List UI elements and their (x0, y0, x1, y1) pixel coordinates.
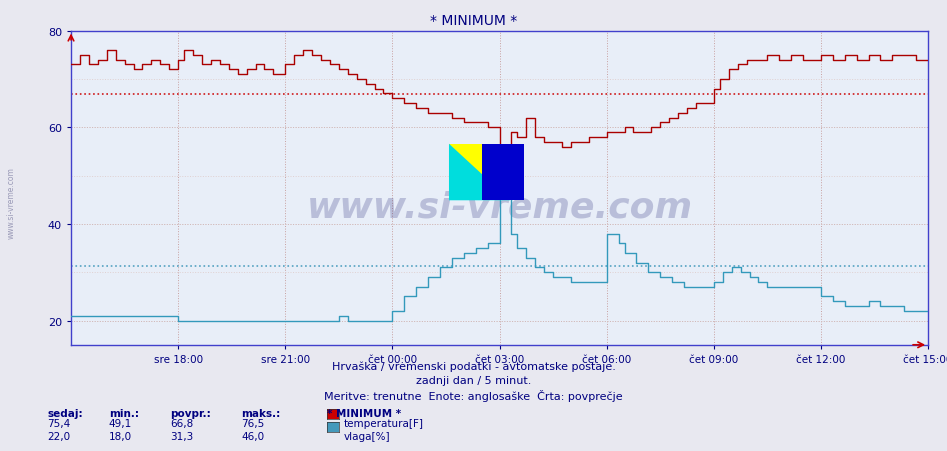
Text: 46,0: 46,0 (241, 431, 264, 441)
Text: min.:: min.: (109, 408, 139, 418)
Text: * MINIMUM *: * MINIMUM * (430, 14, 517, 28)
Text: www.si-vreme.com: www.si-vreme.com (307, 190, 692, 224)
Text: vlaga[%]: vlaga[%] (344, 431, 390, 441)
Text: 18,0: 18,0 (109, 431, 132, 441)
Text: www.si-vreme.com: www.si-vreme.com (7, 167, 16, 239)
Text: povpr.:: povpr.: (170, 408, 211, 418)
Bar (482, 144, 525, 201)
Text: sedaj:: sedaj: (47, 408, 83, 418)
Text: Hrvaška / vremenski podatki - avtomatske postaje.: Hrvaška / vremenski podatki - avtomatske… (331, 361, 616, 371)
Bar (449, 144, 506, 201)
Text: 75,4: 75,4 (47, 418, 71, 428)
Text: 49,1: 49,1 (109, 418, 133, 428)
Text: 31,3: 31,3 (170, 431, 194, 441)
Text: 76,5: 76,5 (241, 418, 265, 428)
Polygon shape (449, 144, 510, 201)
Text: maks.:: maks.: (241, 408, 280, 418)
Text: zadnji dan / 5 minut.: zadnji dan / 5 minut. (416, 375, 531, 385)
Text: 66,8: 66,8 (170, 418, 194, 428)
Text: Meritve: trenutne  Enote: anglosaške  Črta: povprečje: Meritve: trenutne Enote: anglosaške Črta… (324, 389, 623, 401)
Text: temperatura[F]: temperatura[F] (344, 418, 423, 428)
Text: * MINIMUM *: * MINIMUM * (327, 408, 401, 418)
Text: 22,0: 22,0 (47, 431, 70, 441)
